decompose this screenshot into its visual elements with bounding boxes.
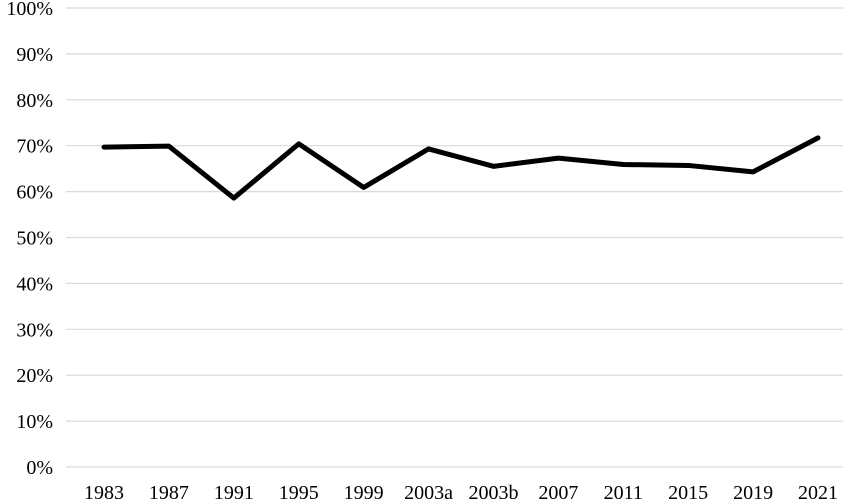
gridlines	[66, 7, 843, 468]
y-tick-label: 40%	[16, 273, 53, 295]
x-tick-label: 1995	[279, 482, 319, 503]
y-tick-label: 60%	[16, 182, 53, 204]
x-tick-label: 1983	[84, 482, 124, 503]
x-tick-label: 1991	[214, 482, 254, 503]
x-tick-label: 2011	[604, 482, 643, 503]
y-tick-label: 50%	[16, 228, 53, 250]
x-tick-label: 2007	[538, 482, 578, 503]
y-axis-tick-labels: 0% 10% 20% 30% 40% 50% 60% 70% 80% 90% 100%	[6, 0, 53, 479]
x-tick-label: 2015	[668, 482, 708, 503]
x-axis-tick-labels: 1983 1987 1991 1995 1999 2003a 2003b 2007 2011 20…	[84, 482, 838, 503]
y-tick-label: 10%	[16, 411, 53, 433]
y-tick-label: 20%	[16, 365, 53, 387]
y-tick-label: 30%	[16, 319, 53, 341]
x-tick-label: 2003b	[468, 482, 518, 503]
y-tick-label: 90%	[16, 44, 53, 66]
y-tick-label: 80%	[16, 90, 53, 112]
y-tick-label: 70%	[16, 136, 53, 158]
x-tick-label: 2003a	[404, 482, 453, 503]
x-tick-label: 2021	[798, 482, 838, 503]
x-tick-label: 2019	[733, 482, 773, 503]
series-layer	[101, 135, 821, 201]
y-tick-label: 100%	[6, 0, 53, 20]
x-tick-label: 1987	[149, 482, 189, 503]
series-line	[101, 135, 821, 201]
y-tick-label: 0%	[26, 457, 53, 479]
x-tick-label: 1999	[344, 482, 384, 503]
